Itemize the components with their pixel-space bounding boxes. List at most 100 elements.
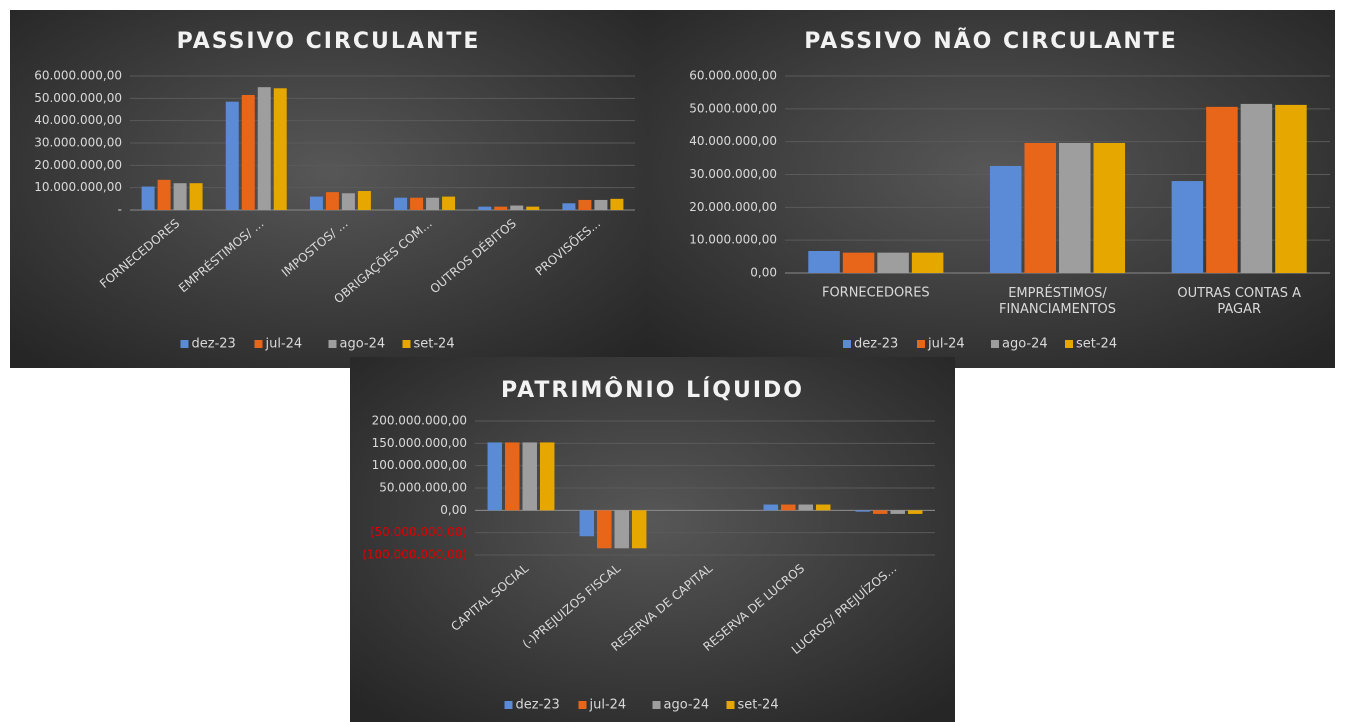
bar [873,510,888,514]
y-tick-label: 60.000.000,00 [34,69,122,83]
bar [309,196,323,210]
bar [1171,181,1204,273]
y-tick-label: 0,00 [750,266,777,280]
bar [510,205,524,210]
legend-label: set-24 [738,698,779,713]
y-tick-label: 40.000.000,00 [34,113,122,127]
chart: PASSIVO NÃO CIRCULANTE 0,00 10.000.000,00 2… [647,10,1335,368]
bar [842,252,875,273]
bar [579,510,595,537]
bar [815,504,831,511]
bar [562,203,576,210]
y-tick-label: 150.000.000,00 [372,436,467,450]
chart: PASSIVO CIRCULANTE - 10.000.000,00 20.000.0… [10,10,647,368]
bar [594,199,608,210]
legend-label: jul-24 [589,698,627,713]
bar [410,197,424,210]
legend-swatch [254,340,263,348]
bar [798,504,813,511]
bar [1275,104,1307,273]
bar [597,510,612,549]
legend-swatch [402,340,411,348]
y-tick-label: (50.000.000,00) [370,525,467,539]
legend-swatch [917,340,925,348]
bar [522,442,537,511]
chart: PATRIMÔNIO LÍQUIDO (100.000.000,00) (50.00… [350,357,955,722]
legend-swatch [991,340,999,348]
bar [189,183,203,210]
bar [763,504,779,511]
y-tick-label: 20.000.000,00 [689,200,777,214]
legend-label: dez-23 [192,337,236,352]
bar [394,197,408,210]
background [10,10,647,368]
y-tick-label: 50.000.000,00 [689,101,777,115]
y-tick-label: (100.000.000,00) [362,548,467,562]
bar [357,191,371,210]
chart-title: PASSIVO NÃO CIRCULANTE [804,28,1178,54]
y-tick-label: 20.000.000,00 [34,158,122,172]
legend-label: dez-23 [516,698,560,713]
bar [855,510,871,512]
bar [1093,142,1126,273]
bar [173,183,187,210]
legend-label: jul-24 [927,337,965,352]
legend-label: dez-23 [854,337,898,352]
bar [505,442,520,511]
bar [578,199,592,210]
bar [614,510,629,549]
y-tick-label: 100.000.000,00 [372,458,467,472]
bar [1206,106,1238,273]
bar [907,510,923,514]
bar [141,186,155,210]
y-tick-label: 50.000.000,00 [379,481,467,495]
bar [631,510,647,549]
legend-swatch [504,701,513,709]
legend-swatch [652,701,661,709]
bar [442,196,456,210]
bar [487,442,503,511]
y-tick-label: 200.000.000,00 [372,414,467,428]
chart-title: PATRIMÔNIO LÍQUIDO [501,377,804,403]
y-tick-label: 60.000.000,00 [689,69,777,83]
y-tick-label: 10.000.000,00 [689,233,777,247]
legend-swatch [843,340,851,348]
legend-label: set-24 [414,337,455,352]
bar [1240,103,1273,274]
bar [877,252,909,273]
bar [526,206,540,210]
bar [989,165,1022,273]
y-tick-label: 0,00 [440,503,467,517]
y-tick-label: 40.000.000,00 [689,134,777,148]
bar [341,193,355,210]
legend-label: ago-24 [340,337,386,352]
x-tick-label: OUTRAS CONTAS A PAGAR [1177,286,1301,317]
x-tick-label: EMPRÉSTIMOS/FINANCIAMENTOS [999,285,1116,317]
legend-label: set-24 [1076,337,1117,352]
legend-swatch [578,701,587,709]
bar [426,197,440,210]
y-tick-label: - [118,203,122,217]
y-tick-label: 50.000.000,00 [34,91,122,105]
bar [225,101,239,210]
chart-title: PASSIVO CIRCULANTE [177,29,481,54]
bar [911,252,944,273]
y-tick-label: 10.000.000,00 [34,180,122,194]
bar [241,94,255,210]
legend-swatch [726,701,735,709]
bar [157,179,171,210]
bar [478,206,492,210]
bar [1024,142,1056,273]
legend-label: ago-24 [1002,337,1048,352]
bar [273,88,287,210]
legend-label: jul-24 [265,337,303,352]
bar [1059,142,1091,273]
x-tick-label: FORNECEDORES [822,286,930,301]
legend-swatch [328,340,337,348]
bar [539,442,555,511]
y-tick-label: 30.000.000,00 [689,167,777,181]
bar [257,87,271,210]
bar [325,192,339,210]
legend-label: ago-24 [664,698,710,713]
